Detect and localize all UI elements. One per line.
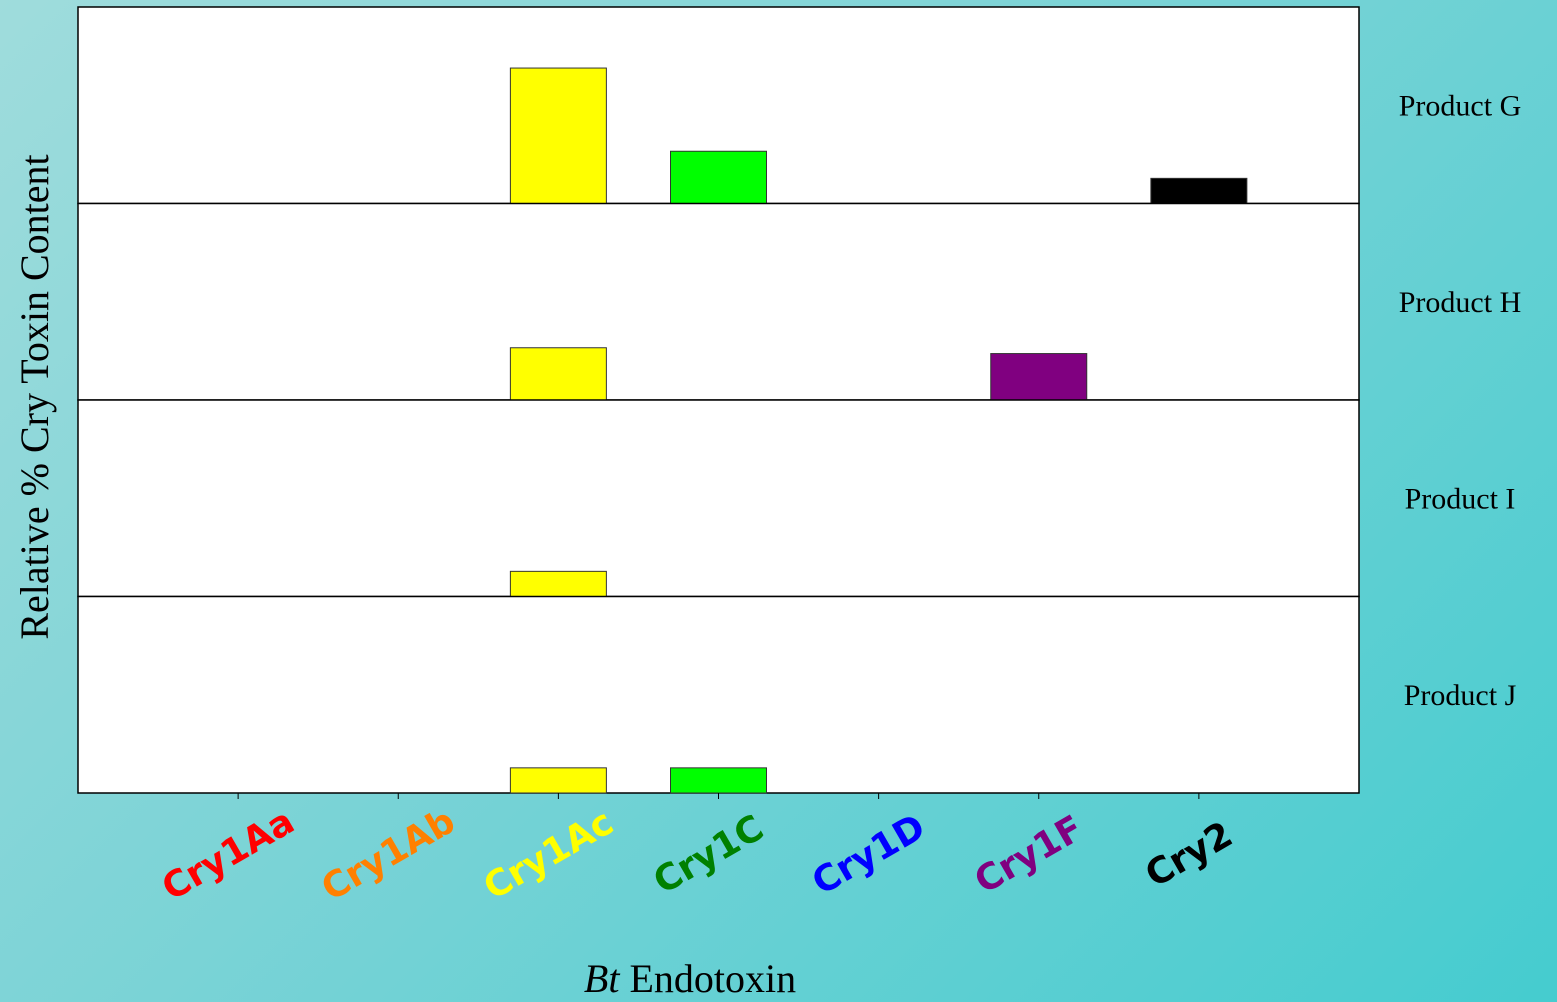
- bar-cry1ac: [509, 767, 607, 794]
- tick-label-cry1d: Cry1D: [806, 807, 933, 904]
- tick-label-cry1ac: Cry1Ac: [477, 802, 620, 908]
- panel-label: Product J: [1404, 679, 1517, 712]
- panels: Product G Product H Product I Product J: [77, 6, 1522, 794]
- panel-4: Product J: [77, 595, 1517, 794]
- bar-cry1f: [990, 353, 1088, 401]
- tick-label-cry1ab: Cry1Ab: [315, 801, 462, 910]
- y-axis-title: Relative % Cry Toxin Content: [12, 154, 57, 639]
- bar-cry1ac: [509, 67, 607, 204]
- panel-frame: [77, 202, 1360, 401]
- bar-cry1ac: [509, 347, 607, 401]
- panel-label: Product H: [1399, 286, 1522, 319]
- tick-label-cry1aa: Cry1Aa: [155, 801, 301, 909]
- tick-label-cry1c: Cry1C: [647, 808, 771, 903]
- x-axis-title-italic: Bt: [584, 956, 620, 1001]
- panel-frame: [77, 595, 1360, 794]
- bar-cry1c: [670, 767, 767, 794]
- panel-label: Product G: [1399, 89, 1522, 122]
- x-axis-ticks: [237, 793, 1200, 799]
- category-labels: Cry1Aa Cry1Ab Cry1Ac Cry1C Cry1D Cry1F Cry2: [155, 801, 1239, 910]
- x-axis-title-rest: Endotoxin: [619, 956, 796, 1001]
- bar-cry2: [1150, 177, 1248, 205]
- panel-3: Product I: [77, 399, 1516, 598]
- x-axis-title: Bt Endotoxin: [584, 956, 796, 1001]
- tick-label-cry1f: Cry1F: [968, 808, 1090, 902]
- panel-label: Product I: [1405, 482, 1516, 515]
- bar-cry1c: [670, 150, 767, 205]
- bar-cry1ac: [509, 570, 607, 597]
- panel-1: Product G: [77, 6, 1522, 205]
- panel-2: Product H: [77, 202, 1522, 401]
- panel-frame: [77, 399, 1360, 598]
- tick-label-cry2: Cry2: [1139, 814, 1240, 896]
